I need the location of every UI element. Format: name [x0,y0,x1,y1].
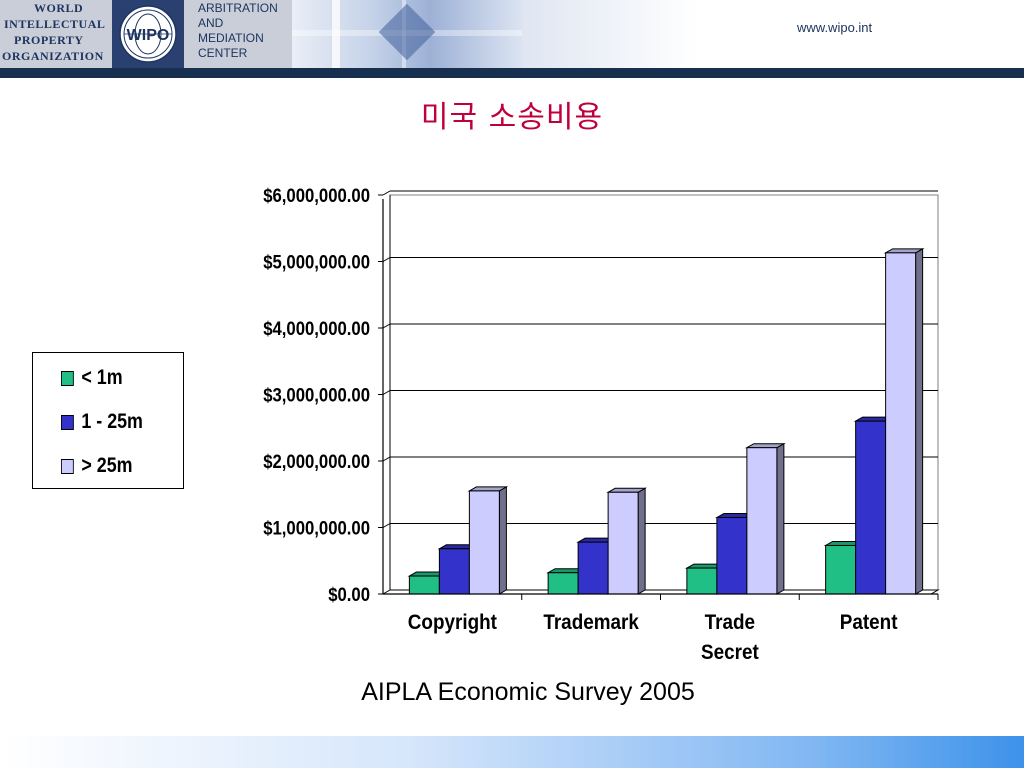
legend-swatch-blue [61,414,74,430]
gridline-side [382,323,391,329]
y-tick-label: $2,000,000.00 [263,451,370,472]
header-fade [522,0,1024,68]
bar [547,572,579,595]
legend-swatch-lavender [61,458,74,474]
x-tick-label: Trademark [543,611,639,634]
gridline-side [382,190,391,196]
legend-item-over-25m: > 25m [61,454,133,478]
bar [746,447,778,595]
x-tick-label: Trade [705,611,755,634]
header-divider [0,68,1024,78]
bar [855,420,887,595]
bar-top [744,443,786,449]
org-line-intellectual: INTELLECTUAL [4,17,106,31]
bar-side [498,486,507,595]
axis-labels: $0.00 $1,000,000.00 $2,000,000.00 $3,000,00… [263,185,898,664]
legend-swatch-green [61,370,74,386]
bar-side [915,247,924,595]
bar [825,544,857,595]
gridline-side [382,257,391,262]
center-line-3: MEDIATION [198,31,264,45]
gridlines [381,190,940,595]
header-decoration [292,0,522,68]
header: WORLD INTELLECTUAL PROPERTY ORGANIZATION… [0,0,1024,68]
bar-top [883,248,925,254]
center-line-4: CENTER [198,46,248,60]
wipo-logo-text: WIPO [127,27,170,44]
bar [607,491,639,595]
source-caption: AIPLA Economic Survey 2005 [361,678,695,706]
bar-side [637,487,646,595]
footer-gradient [0,736,1024,768]
org-line-world: WORLD [34,1,84,15]
bar [408,575,440,595]
x-tick-label: Patent [840,611,898,634]
bar [438,548,470,595]
y-tick-label: $4,000,000.00 [263,318,370,339]
legend-label-over-25m: > 25m [81,454,133,477]
x-tick-label: Secret [701,641,759,664]
gridline-side [382,456,391,462]
legend-label-1-25m: 1 - 25m [81,410,143,433]
bar [468,490,500,595]
y-tick-label: $6,000,000.00 [263,185,370,206]
gridline-side [382,523,391,528]
bar-top [467,486,509,492]
bar [686,567,718,595]
axes [378,194,939,600]
wipo-logo: WIPO [112,0,184,68]
wipo-wordmark: WORLD INTELLECTUAL PROPERTY ORGANIZATION [0,0,112,68]
chart-legend: < 1m 1 - 25m > 25m [32,352,184,489]
bar [577,541,609,595]
y-tick-label: $0.00 [328,584,370,605]
bar-top [606,487,648,493]
bar [716,517,748,595]
y-tick-label: $5,000,000.00 [263,252,370,273]
slide-title: 미국 소송비용 [420,100,604,135]
arbitration-center-label: ARBITRATION AND MEDIATION CENTER [184,0,292,68]
bar-side [776,442,785,595]
org-line-organization: ORGANIZATION [2,49,104,63]
legend-label-under-1m: < 1m [81,366,123,389]
legend-item-under-1m: < 1m [61,366,123,390]
org-line-property: PROPERTY [14,33,84,47]
bar [885,252,917,595]
legend-item-1-25m: 1 - 25m [61,410,143,434]
wipo-website-link[interactable]: www.wipo.int [797,20,873,35]
y-tick-label: $3,000,000.00 [263,385,370,406]
y-tick-label: $1,000,000.00 [263,518,370,539]
gridline-side [382,390,391,395]
x-tick-label: Copyright [408,611,498,634]
center-line-2: AND [198,16,224,30]
center-line-1: ARBITRATION [198,1,278,15]
wipo-emblem-icon: WIPO [119,5,177,63]
